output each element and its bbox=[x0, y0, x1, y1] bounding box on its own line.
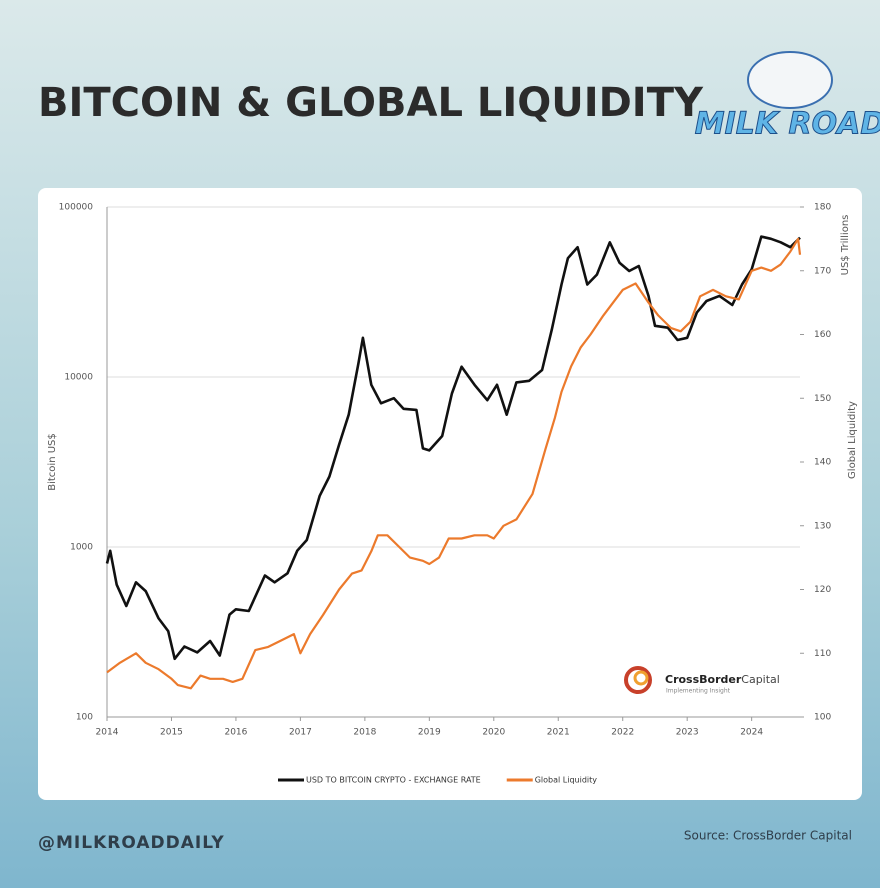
y-tick-label: 100 bbox=[76, 713, 93, 723]
legend-label: USD TO BITCOIN CRYPTO - EXCHANGE RATE bbox=[306, 776, 481, 785]
y2-tick-label: 170 bbox=[814, 266, 831, 276]
y2-tick-label: 150 bbox=[814, 394, 831, 404]
x-tick-label: 2017 bbox=[289, 728, 312, 738]
legend-label: Global Liquidity bbox=[535, 776, 598, 785]
x-tick-label: 2021 bbox=[547, 728, 570, 738]
y2-tick-label: 120 bbox=[814, 585, 831, 595]
y-axis-label: Bitcoin US$ bbox=[47, 433, 58, 491]
logo-figure bbox=[748, 52, 832, 108]
x-tick-label: 2020 bbox=[482, 728, 505, 738]
y2-tick-label: 110 bbox=[814, 649, 831, 659]
y2-axis-label: Global Liquidity bbox=[847, 401, 858, 479]
x-tick-label: 2015 bbox=[160, 728, 183, 738]
handle: @MILKROADDAILY bbox=[38, 833, 225, 853]
source: Source: CrossBorder Capital bbox=[684, 829, 852, 843]
y2-tick-label: 100 bbox=[814, 713, 831, 723]
watermark: CrossBorderCapital bbox=[665, 673, 780, 686]
x-tick-label: 2014 bbox=[96, 728, 119, 738]
x-tick-label: 2024 bbox=[740, 728, 763, 738]
y2-tick-label: 140 bbox=[814, 458, 831, 468]
title: BITCOIN & GLOBAL LIQUIDITY bbox=[38, 80, 704, 126]
y2-tick-label: 160 bbox=[814, 330, 831, 340]
y2-tick-label: 180 bbox=[814, 203, 831, 213]
watermark-brand2: Capital bbox=[741, 673, 780, 686]
watermark-brand: CrossBorder bbox=[665, 673, 742, 686]
x-tick-label: 2022 bbox=[611, 728, 634, 738]
y-tick-label: 100000 bbox=[59, 203, 94, 213]
y-tick-label: 10000 bbox=[64, 373, 93, 383]
x-tick-label: 2023 bbox=[676, 728, 699, 738]
chart-card bbox=[38, 188, 862, 800]
y2-unit-label: US$ Trillions bbox=[840, 215, 851, 276]
y2-tick-label: 130 bbox=[814, 521, 831, 531]
y-tick-label: 1000 bbox=[70, 543, 93, 553]
watermark-tagline: Implementing Insight bbox=[666, 688, 731, 695]
x-tick-label: 2016 bbox=[224, 728, 247, 738]
x-tick-label: 2018 bbox=[353, 728, 376, 738]
logo-text: MILK ROAD bbox=[695, 107, 880, 142]
page: BITCOIN & GLOBAL LIQUIDITY MILK ROAD 100… bbox=[0, 0, 880, 888]
x-tick-label: 2019 bbox=[418, 728, 441, 738]
